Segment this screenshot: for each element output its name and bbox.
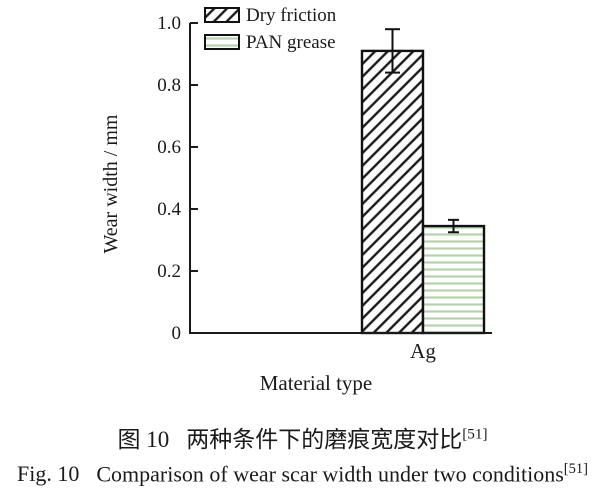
caption-en-text: Comparison of wear scar width under two … <box>96 461 564 487</box>
y-tick-label: 0.8 <box>157 75 181 96</box>
caption-english: Fig. 10 Comparison of wear scar width und… <box>0 461 605 487</box>
y-tick-label: 0.4 <box>157 199 181 220</box>
legend-swatch-pan-grease <box>204 34 240 50</box>
x-tick-label: Ag <box>410 339 436 363</box>
error-bar-dry-friction <box>385 28 400 74</box>
bar-chart: 0 0.2 0.4 0.6 0.8 1.0 Ag Material type Wear widt… <box>100 5 492 395</box>
caption-en-ref: [51] <box>563 461 588 477</box>
y-tick-label: 0 <box>172 323 182 344</box>
legend-label-dry-friction: Dry friction <box>246 5 337 26</box>
x-axis-title: Material type <box>260 371 373 395</box>
legend-label-pan-grease: PAN grease <box>246 32 336 53</box>
caption-zh-label: 图 10 <box>117 427 170 452</box>
y-tick-label: 0.2 <box>157 261 181 282</box>
legend: Dry friction PAN grease <box>204 5 337 53</box>
bars-group <box>360 28 486 335</box>
caption-zh-text: 两种条件下的磨痕宽度对比 <box>186 427 463 452</box>
caption-chinese: 图 10 两种条件下的磨痕宽度对比[51] <box>0 420 605 454</box>
y-axis-title: Wear width / mm <box>100 114 122 253</box>
y-tick-label: 0.6 <box>157 137 181 158</box>
caption-en-label: Fig. 10 <box>17 461 80 487</box>
y-tick-label: 1.0 <box>157 13 181 34</box>
bar-dry-friction <box>360 49 425 335</box>
legend-swatch-dry-friction <box>204 7 240 23</box>
caption-zh-ref: [51] <box>462 425 488 443</box>
y-axis-ticks: 0 0.2 0.4 0.6 0.8 1.0 <box>157 13 198 344</box>
bar-pan-grease <box>421 224 486 335</box>
error-bar-pan-grease <box>448 218 459 234</box>
